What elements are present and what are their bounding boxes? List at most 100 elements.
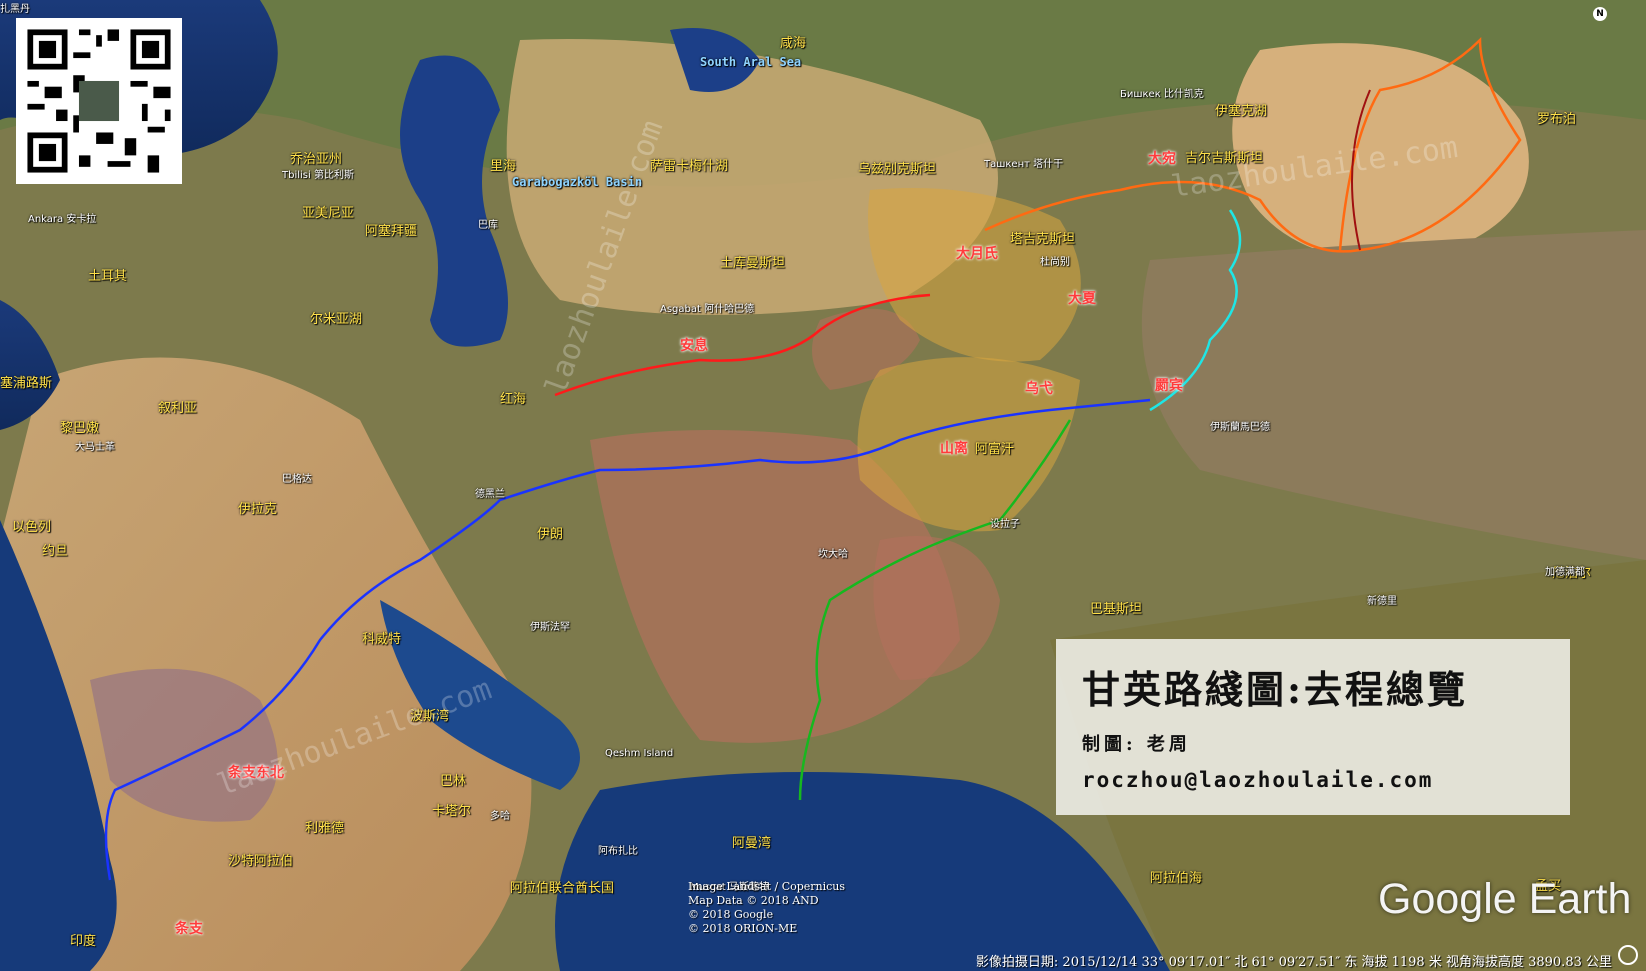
iran-highlight-2 bbox=[812, 308, 920, 390]
author-email: roczhou@laozhoulaile.com bbox=[1082, 768, 1434, 792]
map-label: 乌弋 bbox=[1025, 381, 1053, 397]
map-title: 甘英路綫圖:去程總覽 bbox=[1082, 667, 1469, 712]
compass-icon[interactable]: N bbox=[1593, 7, 1607, 21]
arabian-sea bbox=[555, 772, 1170, 971]
map-label: 巴基斯坦 bbox=[1090, 602, 1143, 617]
map-label: 德黑兰 bbox=[475, 489, 505, 500]
map-label: Asgabat 阿什哈巴德 bbox=[660, 304, 755, 315]
map-label: 叙利亚 bbox=[158, 401, 198, 416]
credit-line: Image Landsat / Copernicus bbox=[688, 880, 846, 893]
route-blue bbox=[104, 398, 1151, 881]
map-label: Qeshm Island bbox=[605, 748, 674, 759]
map-label: 尔米亚湖 bbox=[310, 312, 363, 327]
map-label: Ташкент 塔什干 bbox=[984, 159, 1064, 170]
map-label: 利雅德 bbox=[305, 821, 345, 836]
map-label: 山离 bbox=[940, 441, 968, 457]
map-label: 塞浦路斯 bbox=[0, 376, 53, 391]
map-label: 杜尚别 bbox=[1040, 257, 1070, 268]
map-label: 沙特阿拉伯 bbox=[228, 854, 294, 869]
map-label: 亚美尼亚 bbox=[302, 206, 355, 221]
map-label: 伊斯法罕 bbox=[530, 622, 570, 633]
map-label: 罽宾 bbox=[1155, 378, 1183, 394]
status-readout: 影像拍摄日期: 2015/12/14 33° 09′17.01″ 北 61° 0… bbox=[975, 955, 1612, 970]
globe-icon[interactable] bbox=[1618, 945, 1638, 965]
map-label: 乌兹别克斯坦 bbox=[858, 162, 937, 177]
red-sea bbox=[0, 520, 117, 971]
map-label: South Aral Sea bbox=[700, 55, 802, 69]
tibet-plateau bbox=[1141, 230, 1646, 560]
map-label: 新德里 bbox=[1367, 596, 1397, 607]
map-label: 孟买 bbox=[1535, 879, 1562, 894]
map-label: 黎巴嫩 bbox=[60, 421, 100, 436]
map-label: 伊斯蘭馬巴德 bbox=[1210, 422, 1270, 433]
map-label: Garabogazköl Basin bbox=[512, 175, 643, 189]
map-label: 印度 bbox=[70, 934, 97, 949]
map-title-box: 甘英路綫圖:去程總覽 制圖: 老周 roczhou@laozhoulaile.c… bbox=[1056, 639, 1570, 815]
map-label: 坎大哈 bbox=[818, 549, 848, 560]
route-cyan bbox=[1149, 209, 1242, 412]
map-label: 里海 bbox=[490, 159, 517, 174]
map-label: 尼泊尔 bbox=[1552, 566, 1592, 581]
status-bar: 影像拍摄日期: 2015/12/14 33° 09′17.01″ 北 61° 0… bbox=[0, 945, 1646, 971]
aral-sea bbox=[670, 28, 760, 92]
map-label: 土库曼斯坦 bbox=[720, 256, 786, 271]
taklamakan-desert bbox=[1232, 43, 1529, 262]
map-label: 巴库 bbox=[478, 220, 498, 231]
map-label: 扎黑丹 bbox=[0, 4, 30, 15]
map-label: 卡塔尔 bbox=[432, 804, 472, 819]
map-label: 多哈 bbox=[490, 811, 510, 822]
route-red bbox=[554, 293, 931, 397]
map-label: 阿富汗 bbox=[975, 442, 1015, 457]
iran-highlight-3 bbox=[873, 536, 1000, 680]
iran-highlight bbox=[590, 430, 960, 743]
map-label: 阿曼湾 bbox=[732, 836, 772, 851]
credit-line: © 2018 Google bbox=[688, 908, 774, 921]
map-label: 乔治亚州 bbox=[290, 152, 343, 167]
map-label: 伊拉克 bbox=[238, 502, 278, 517]
map-label: 阿布扎比 bbox=[598, 846, 638, 857]
map-label: 大马士革 bbox=[75, 442, 115, 453]
map-label: 大宛 bbox=[1148, 151, 1176, 167]
caspian-sea bbox=[400, 55, 508, 347]
map-label: 咸海 bbox=[780, 36, 807, 51]
map-label: 罗布泊 bbox=[1537, 112, 1577, 127]
map-label: 加德满都 bbox=[1545, 567, 1585, 578]
map-label: 红海 bbox=[500, 392, 527, 407]
map-label: 大夏 bbox=[1068, 291, 1096, 307]
persian-gulf bbox=[380, 600, 580, 790]
arabia-highlight bbox=[90, 668, 278, 822]
map-author: 制圖: 老周 bbox=[1082, 734, 1191, 755]
map-label: 伊塞克湖 bbox=[1215, 104, 1268, 119]
map-label: 以色列 bbox=[12, 520, 52, 535]
map-label: Ankara 安卡拉 bbox=[28, 214, 97, 225]
map-label: 吉尔吉斯斯坦 bbox=[1185, 151, 1264, 166]
credit-line: © 2018 ORION-ME bbox=[688, 922, 798, 935]
map-label: 土耳其 bbox=[88, 269, 128, 284]
route-darkred bbox=[1351, 89, 1371, 251]
map-label: 巴林 bbox=[440, 774, 467, 789]
map-label: Бишкек 比什凯克 bbox=[1120, 89, 1204, 100]
map-label: 阿拉伯海 bbox=[1150, 871, 1203, 886]
map-label: 条支东北 bbox=[228, 765, 284, 781]
map-label: 科威特 bbox=[362, 632, 402, 647]
qr-code bbox=[16, 18, 182, 184]
map-label: 阿拉伯联合酋长国 bbox=[510, 881, 615, 896]
route-orange bbox=[984, 36, 1522, 253]
map-label: 设拉子 bbox=[990, 519, 1020, 530]
map-label: 阿塞拜疆 bbox=[365, 224, 418, 239]
route-green bbox=[798, 419, 1072, 801]
map-label: 约旦 bbox=[42, 544, 69, 559]
map-label: 大月氏 bbox=[956, 246, 998, 262]
map-label: 塔吉克斯坦 bbox=[1010, 232, 1076, 247]
map-label: 萨雷卡梅什湖 bbox=[650, 159, 729, 174]
mediterranean bbox=[0, 300, 60, 430]
map-label: 安息 bbox=[680, 338, 708, 354]
qr-code-icon bbox=[16, 18, 182, 184]
map-label: 巴格达 bbox=[282, 474, 312, 485]
imagery-credits: Image Landsat / Copernicus Map Data © 20… bbox=[688, 880, 845, 936]
map-label: Tbilisi 第比利斯 bbox=[282, 170, 354, 181]
yuezhi-region bbox=[868, 188, 1081, 362]
map-label: Muscat 马斯喀特 bbox=[690, 882, 769, 893]
arabia-desert bbox=[0, 357, 532, 971]
map-label: 波斯湾 bbox=[410, 709, 450, 724]
